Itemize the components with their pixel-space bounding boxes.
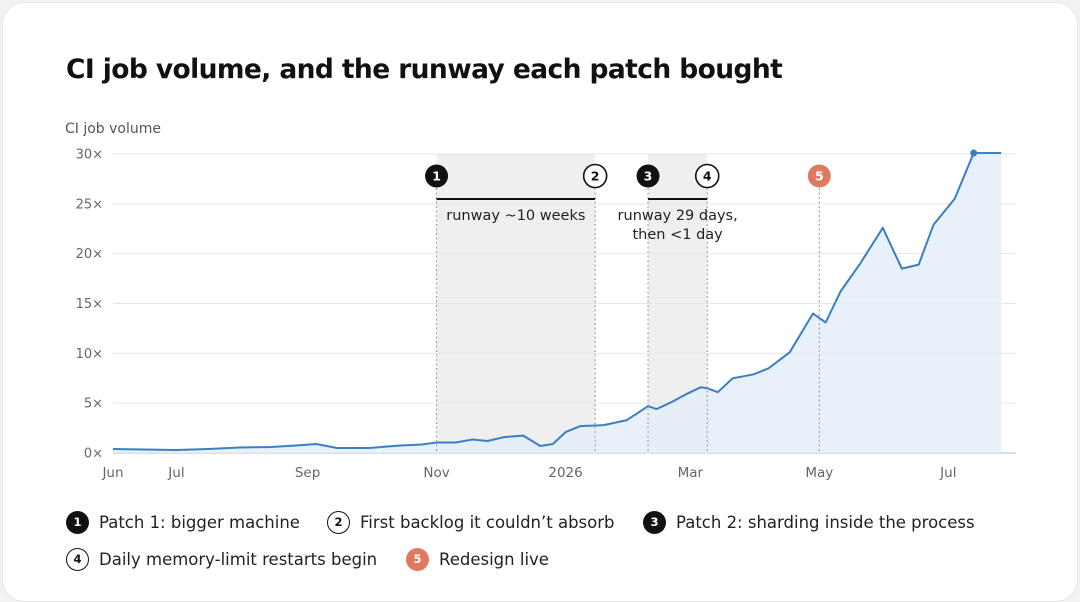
legend-item-4: 4 Daily memory-limit restarts begin [66, 547, 377, 571]
y-tick-label: 25× [76, 197, 103, 212]
x-tick-label: Nov [423, 465, 449, 481]
x-tick-label: Jul [939, 465, 956, 481]
chart-svg: 0× 5× 10× 15× 20× 25× 30× CI job volume Jun Jul Se… [65, 121, 1016, 481]
y-tick-label: 30× [76, 148, 103, 163]
y-axis-label: CI job volume [65, 121, 161, 137]
x-tick-label: Jul [167, 465, 184, 481]
x-tick-label: Mar [678, 465, 704, 481]
legend-badge-3: 3 [643, 510, 666, 534]
event-markers: 1 2 3 4 5 [425, 163, 831, 189]
legend-badge-1: 1 [66, 510, 89, 534]
x-tick-label: Jun [101, 465, 123, 481]
axes: 0× 5× 10× 15× 20× 25× 30× CI job volume Jun Jul Se… [65, 121, 956, 481]
x-tick-label: May [805, 465, 833, 481]
end-point [970, 149, 978, 157]
runway-annotation-2: then <1 day [633, 227, 724, 243]
legend-badge-2: 2 [327, 510, 350, 534]
marker-number-3: 3 [644, 169, 653, 184]
marker-number-5: 5 [815, 169, 824, 184]
marker-badge-3 [636, 164, 660, 188]
legend-item-1: 1 Patch 1: bigger machine [66, 510, 300, 534]
legend-badge-4: 4 [66, 547, 89, 571]
legend-label-5: Redesign live [439, 549, 549, 569]
marker-badge-4 [694, 163, 720, 189]
y-tick-label: 10× [76, 347, 103, 362]
volume-line [112, 152, 1002, 451]
legend-item-5: 5 Redesign live [406, 547, 549, 571]
marker-number-2: 2 [591, 169, 600, 184]
runway-annotations: runway ~10 weeks runway 29 days, then <1 d… [446, 208, 737, 243]
y-tick-label: 20× [76, 247, 103, 262]
y-tick-label: 0× [84, 447, 103, 462]
marker-badge-5 [807, 164, 831, 188]
chart-title: CI job volume, and the runway each patch… [66, 54, 783, 85]
legend-label-2: First backlog it couldn’t absorb [360, 512, 615, 532]
legend-label-4: Daily memory-limit restarts begin [99, 549, 378, 569]
marker-badge-1 [425, 164, 449, 188]
y-tick-label: 15× [76, 297, 103, 312]
legend-label-3: Patch 2: sharding inside the process [676, 512, 975, 532]
marker-number-1: 1 [432, 169, 441, 184]
legend-item-3: 3 Patch 2: sharding inside the process [643, 510, 975, 534]
area-fill [113, 153, 1002, 453]
marker-badge-2 [582, 163, 608, 189]
x-tick-label: Sep [295, 465, 320, 481]
marker-lines [436, 188, 820, 453]
x-tick-label: 2026 [548, 465, 582, 481]
legend-item-2: 2 First backlog it couldn’t absorb [327, 510, 615, 534]
marker-number-4: 4 [703, 169, 712, 184]
area-series [112, 149, 1002, 453]
y-tick-label: 5× [84, 397, 103, 412]
legend-label-1: Patch 1: bigger machine [99, 512, 300, 532]
legend-badge-5: 5 [406, 547, 429, 571]
runway-annotation-1: runway ~10 weeks [446, 208, 585, 224]
runway-annotation-2: runway 29 days, [618, 208, 738, 224]
